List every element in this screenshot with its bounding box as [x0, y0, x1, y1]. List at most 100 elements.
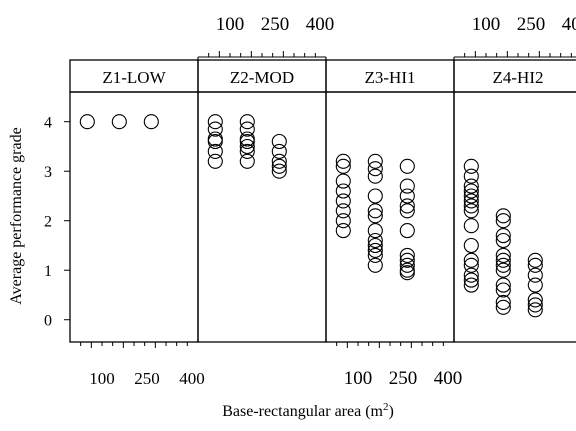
- data-point: [207, 114, 223, 130]
- data-point: [399, 198, 415, 214]
- data-point: [399, 252, 415, 268]
- data-point: [495, 262, 511, 278]
- x-tick-label: 250: [389, 368, 418, 389]
- data-point: [335, 183, 351, 199]
- x-tick-label: 250: [261, 14, 290, 35]
- data-point: [463, 277, 479, 293]
- data-point: [271, 133, 287, 150]
- panel-frame: [197, 91, 327, 343]
- data-point: [495, 247, 511, 263]
- data-point: [495, 277, 511, 293]
- data-point: [495, 299, 511, 315]
- data-point: [463, 203, 479, 219]
- data-point: [463, 218, 479, 234]
- data-point: [239, 138, 255, 155]
- data-point: [239, 114, 255, 130]
- x-axis-title: Base-rectangular area (m2): [222, 401, 394, 420]
- x-tick-label: 250: [134, 369, 160, 388]
- data-point: [527, 297, 543, 313]
- data-point: [463, 158, 479, 174]
- data-point: [399, 247, 415, 263]
- data-point: [463, 183, 479, 199]
- data-point: [111, 114, 127, 130]
- strip-label: Z4-HI2: [493, 68, 544, 87]
- x-tick-label: 100: [344, 368, 373, 389]
- data-point: [495, 228, 511, 244]
- data-point: [335, 223, 351, 239]
- data-point: [271, 153, 287, 169]
- data-point: [335, 203, 351, 219]
- x-tick-label: 400: [306, 14, 335, 35]
- data-point: [271, 158, 287, 174]
- panel-z3-hi1: Z3-HI1 100 250 400: [325, 59, 463, 389]
- x-tick-label: 400: [434, 368, 463, 389]
- data-point: [463, 237, 479, 254]
- data-point: [463, 198, 479, 214]
- data-point: [527, 292, 543, 308]
- data-point: [239, 133, 255, 150]
- data-point: [367, 242, 383, 258]
- data-point: [399, 178, 415, 194]
- panels-layer: Z1-LOW 100 250 400 Z2-MOD 100 250 400 Z3-HI1 100 2…: [44, 14, 576, 389]
- data-point: [495, 213, 511, 229]
- data-point: [399, 188, 415, 204]
- data-point: [399, 203, 415, 219]
- data-point: [335, 173, 351, 189]
- data-point: [367, 247, 383, 263]
- panel-frame: [69, 91, 199, 343]
- data-point: [399, 223, 415, 239]
- y-tick-label: 2: [44, 214, 52, 231]
- data-point: [239, 153, 255, 169]
- data-point: [335, 193, 351, 209]
- y-tick-label: 1: [44, 263, 52, 280]
- y-tick-label: 0: [44, 313, 52, 330]
- data-point: [399, 158, 415, 174]
- data-point: [367, 237, 383, 254]
- x-tick-label: 400: [179, 369, 205, 388]
- x-axis-title-close: ): [388, 403, 393, 420]
- y-tick-label: 4: [44, 115, 52, 132]
- data-point: [367, 232, 383, 249]
- x-tick-label: 250: [517, 14, 546, 35]
- data-point: [367, 161, 383, 177]
- panel-z2-mod: Z2-MOD 100 250 400: [197, 14, 335, 343]
- data-point: [367, 208, 383, 224]
- data-point: [367, 168, 383, 184]
- data-point: [527, 277, 543, 293]
- data-point: [367, 223, 383, 239]
- data-point: [367, 257, 383, 273]
- data-point: [367, 203, 383, 219]
- x-axis-title-superscript: 2: [383, 401, 389, 413]
- data-point: [271, 143, 287, 159]
- strip-label: Z3-HI1: [365, 68, 416, 87]
- data-point: [335, 213, 351, 229]
- data-point: [527, 252, 543, 268]
- x-tick-label: 100: [216, 14, 245, 35]
- data-point: [367, 153, 383, 169]
- data-point: [495, 208, 511, 224]
- data-point: [463, 252, 479, 268]
- data-point: [399, 265, 415, 281]
- panel-z1-low: Z1-LOW 100 250 400: [69, 59, 205, 388]
- data-point: [271, 163, 287, 179]
- data-point: [463, 272, 479, 288]
- data-point: [463, 188, 479, 204]
- data-point: [207, 143, 223, 159]
- x-tick-label: 100: [89, 369, 115, 388]
- data-point: [207, 153, 223, 169]
- data-point: [527, 257, 543, 273]
- x-axis-title-text: Base-rectangular area (m: [222, 403, 383, 420]
- x-tick-label: 400: [562, 14, 576, 35]
- data-point: [143, 114, 159, 130]
- data-point: [495, 282, 511, 298]
- data-point: [367, 188, 383, 204]
- panel-z4-hi2: Z4-HI2 100 250 400: [453, 14, 576, 343]
- data-point: [527, 302, 543, 318]
- data-point: [495, 232, 511, 249]
- data-point: [495, 257, 511, 273]
- data-point: [495, 294, 511, 310]
- data-point: [463, 193, 479, 209]
- data-point: [335, 158, 351, 174]
- data-point: [527, 267, 543, 283]
